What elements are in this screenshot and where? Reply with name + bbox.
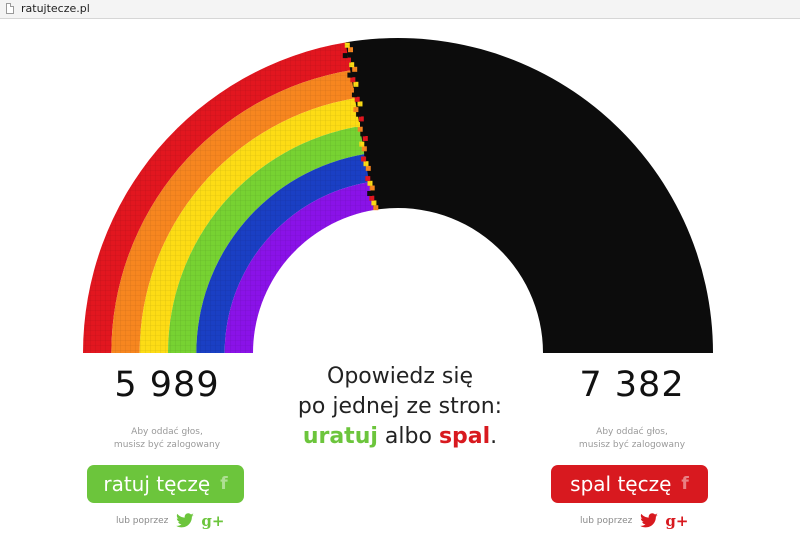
burn-login-note: Aby oddać głos, musisz być zalogowany bbox=[522, 426, 742, 452]
google-plus-icon[interactable]: g+ bbox=[665, 512, 689, 530]
burn-rainbow-button[interactable]: spal tęczę f bbox=[551, 465, 708, 503]
burn-alt-label: lub poprzez bbox=[580, 516, 633, 526]
cta-word-save: uratuj bbox=[302, 424, 378, 449]
facebook-icon: f bbox=[220, 474, 228, 494]
cta-word-burn: spal bbox=[438, 424, 491, 449]
url-text[interactable]: ratujtecze.pl bbox=[21, 2, 90, 15]
burn-vote-count: 7 382 bbox=[579, 365, 685, 405]
save-button-label: ratuj tęczę bbox=[103, 472, 211, 496]
burn-alt-login: lub poprzez g+ bbox=[580, 512, 688, 530]
cta-line2: po jednej ze stron: bbox=[297, 394, 503, 419]
pixel-grid bbox=[83, 38, 713, 353]
burn-note-line2: musisz być zalogowany bbox=[578, 440, 686, 450]
save-login-note: Aby oddać głos, musisz być zalogowany bbox=[57, 426, 277, 452]
save-vote-count: 5 989 bbox=[114, 365, 220, 405]
facebook-icon: f bbox=[681, 474, 689, 494]
rainbow-arc bbox=[83, 38, 713, 354]
save-alt-login: lub poprzez g+ bbox=[116, 512, 224, 530]
save-note-line1: Aby oddać głos, bbox=[131, 427, 203, 437]
browser-address-bar[interactable]: ratujtecze.pl bbox=[0, 0, 800, 19]
page-icon bbox=[6, 3, 14, 14]
cta-line1: Opowiedz się bbox=[327, 364, 473, 389]
save-rainbow-button[interactable]: ratuj tęczę f bbox=[87, 465, 244, 503]
twitter-icon[interactable] bbox=[175, 513, 195, 529]
burn-button-label: spal tęczę bbox=[570, 472, 672, 496]
cta-word-or: albo bbox=[384, 424, 432, 449]
cta-line3: uratuj albo spal. bbox=[285, 422, 515, 452]
burn-note-line1: Aby oddać głos, bbox=[596, 427, 668, 437]
google-plus-icon[interactable]: g+ bbox=[201, 512, 225, 530]
call-to-action: Opowiedz się po jednej ze stron: uratuj … bbox=[285, 362, 515, 452]
save-note-line2: musisz być zalogowany bbox=[113, 440, 221, 450]
twitter-icon[interactable] bbox=[639, 513, 659, 529]
cta-period: . bbox=[490, 424, 498, 449]
save-alt-label: lub poprzez bbox=[116, 516, 169, 526]
